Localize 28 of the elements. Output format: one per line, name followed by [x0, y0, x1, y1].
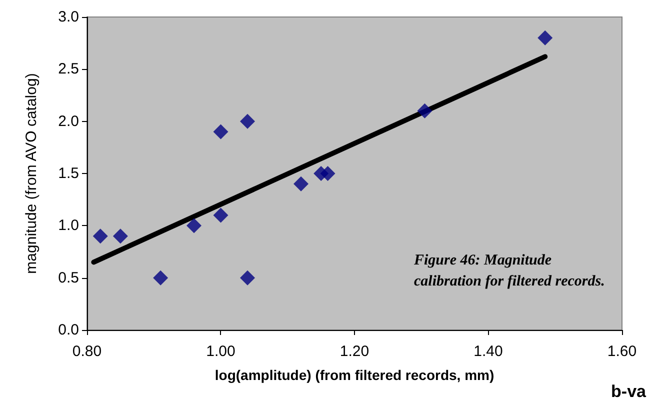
point: [240, 114, 255, 129]
text: b-va: [611, 382, 647, 401]
annotation: Figure 46: Magnitude calibration for filtered records.: [413, 252, 605, 290]
point: [320, 166, 336, 181]
x-tick-label: 1.00: [206, 343, 236, 360]
x-axis-title: log(amplitude) (from filtered records, mm): [214, 367, 494, 383]
y-axis-title: magnitude (from AVO catalog): [23, 73, 40, 274]
x-tick-label: 1.40: [474, 343, 503, 360]
x-tick-label: 1.20: [340, 343, 370, 360]
point: [153, 270, 168, 286]
y-tick-label: 2.0: [58, 112, 79, 130]
y-tick-label: 2.5: [58, 60, 79, 78]
y-tick-label: 1.5: [58, 165, 79, 182]
y-tick-label: 3.0: [58, 8, 79, 26]
y-tick-label: 0.0: [58, 322, 79, 338]
point: [213, 208, 228, 223]
point: [294, 176, 308, 192]
point: [92, 228, 108, 244]
x-tick-label: 1.60: [607, 343, 637, 360]
point: [417, 103, 432, 118]
y-tick-label: 0.5: [58, 269, 79, 286]
point: [112, 228, 128, 244]
point: [240, 270, 255, 286]
point: [213, 124, 228, 140]
point: [538, 30, 553, 46]
x-tick-label: 0.80: [72, 343, 102, 360]
point: [186, 218, 202, 234]
y-tick-label: 1.0: [58, 217, 79, 234]
